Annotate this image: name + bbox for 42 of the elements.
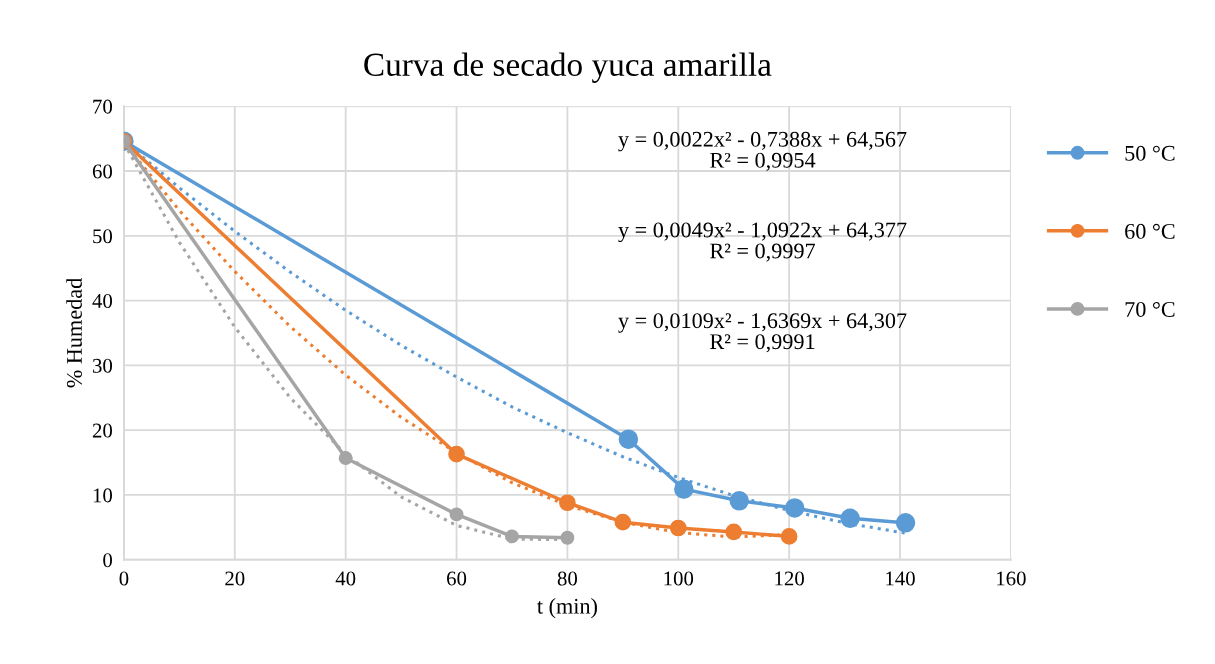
- x-tick-label: 80: [557, 571, 578, 586]
- point: [614, 513, 632, 531]
- y-tick-label: 70: [93, 99, 113, 114]
- x-axis-title: t (min): [537, 598, 597, 619]
- point: [669, 519, 687, 537]
- legend-label: 50 °C: [1125, 145, 1175, 161]
- chart-title: Curva de secado yuca amarilla: [364, 52, 772, 83]
- point: [560, 530, 575, 545]
- legend-label: 70 °C: [1125, 301, 1175, 317]
- point: [784, 498, 805, 518]
- point: [338, 451, 353, 465]
- point: [780, 528, 798, 545]
- point: [505, 529, 519, 544]
- x-tick-label: 140: [886, 571, 915, 586]
- point: [674, 479, 694, 499]
- x-tick-label: 40: [335, 571, 356, 586]
- y-axis-title: % Humedad: [66, 278, 82, 388]
- point: [725, 523, 743, 541]
- y-tick-label: 50: [93, 229, 113, 244]
- x-tick-label: 20: [225, 571, 245, 586]
- point: [729, 491, 749, 511]
- x-tick-label: 120: [775, 571, 804, 586]
- annotation: y = 0,0022x² - 0,7388x + 64,567 R² = 0,9954: [618, 131, 907, 171]
- point: [895, 513, 916, 533]
- annotation: y = 0,0109x² - 1,6369x + 64,307 R² = 0,9991: [618, 313, 907, 353]
- y-tick-label: 0: [103, 553, 113, 568]
- x-tick-label: 60: [447, 571, 467, 586]
- point: [449, 507, 464, 522]
- annotation: y = 0,0049x² - 1,0922x + 64,377 R² = 0,9997: [618, 222, 907, 262]
- x-tick-label: 160: [997, 571, 1026, 586]
- y-tick-label: 60: [92, 164, 113, 179]
- x-tick-label: 100: [664, 571, 694, 586]
- y-tick-label: 20: [92, 423, 113, 438]
- y-tick-label: 30: [92, 358, 113, 373]
- y-tick-label: 10: [93, 488, 113, 503]
- point: [618, 429, 639, 449]
- point: [559, 494, 576, 512]
- legend-label: 60 °C: [1125, 223, 1175, 239]
- x-tick-label: 0: [119, 571, 129, 586]
- y-tick-label: 40: [92, 293, 113, 309]
- point: [448, 445, 465, 463]
- point: [840, 508, 860, 529]
